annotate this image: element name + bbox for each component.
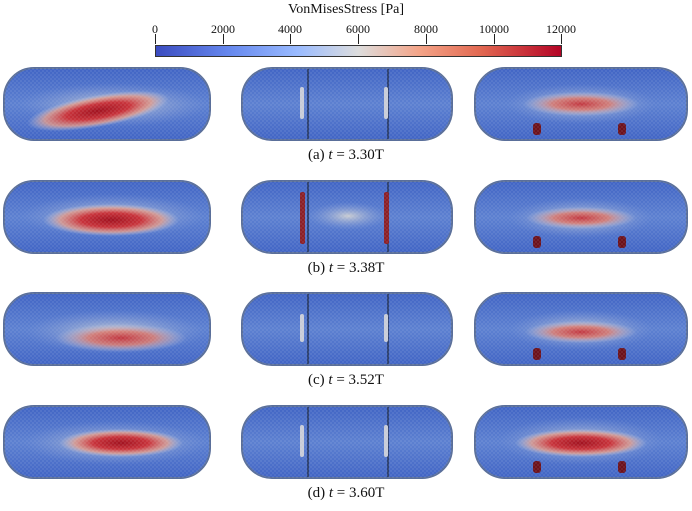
stress-panel-left-a [3,67,211,141]
stress-panel-left-d [3,405,211,479]
stress-panel-right-a [474,67,688,141]
caption-label: (c) [308,372,325,388]
stress-panel-center-d [241,405,453,479]
stress-panel-right-b [474,180,688,254]
colorbar-tick-label: 8000 [414,22,438,36]
colorbar-tick [290,34,291,44]
colorbar-tick [358,34,359,44]
stress-panel-center-c [241,292,453,366]
colorbar-tick-label: 12000 [546,22,576,36]
colorbar-tick [426,34,427,44]
colorbar-tick-label: 6000 [346,22,370,36]
caption-time-var: t [328,485,334,501]
caption-row-b: (b) t = 3.38T [0,260,692,277]
colorbar-tick-label: 0 [152,22,158,36]
caption-time-value: = 3.38T [336,260,385,276]
caption-time-value: = 3.60T [336,485,385,501]
stress-panel-right-d [474,405,688,479]
caption-time-value: = 3.52T [336,372,384,388]
colorbar-tick [223,34,224,44]
colorbar [155,45,562,57]
caption-label: (b) [307,260,326,276]
colorbar-tick-label: 4000 [278,22,302,36]
caption-row-a: (a) t = 3.30T [0,147,692,164]
caption-label: (d) [307,485,326,501]
colorbar-tick-label: 2000 [211,22,235,36]
caption-row-c: (c) t = 3.52T [0,372,692,389]
colorbar-tick [494,34,495,44]
colorbar-tick [155,34,156,44]
stress-panel-left-c [3,292,211,366]
colorbar-title: VonMisesStress [Pa] [287,2,405,17]
colorbar-tick-label: 10000 [479,22,509,36]
caption-time-var: t [328,260,334,276]
caption-label: (a) [308,147,325,163]
caption-row-d: (d) t = 3.60T [0,485,692,502]
stress-panel-left-b [3,180,211,254]
caption-time-var: t [328,372,333,388]
stress-panel-center-a [241,67,453,141]
caption-time-var: t [328,147,333,163]
stress-panel-center-b [241,180,453,254]
caption-time-value: = 3.30T [336,147,384,163]
stress-panel-right-c [474,292,688,366]
colorbar-tick [561,34,562,44]
